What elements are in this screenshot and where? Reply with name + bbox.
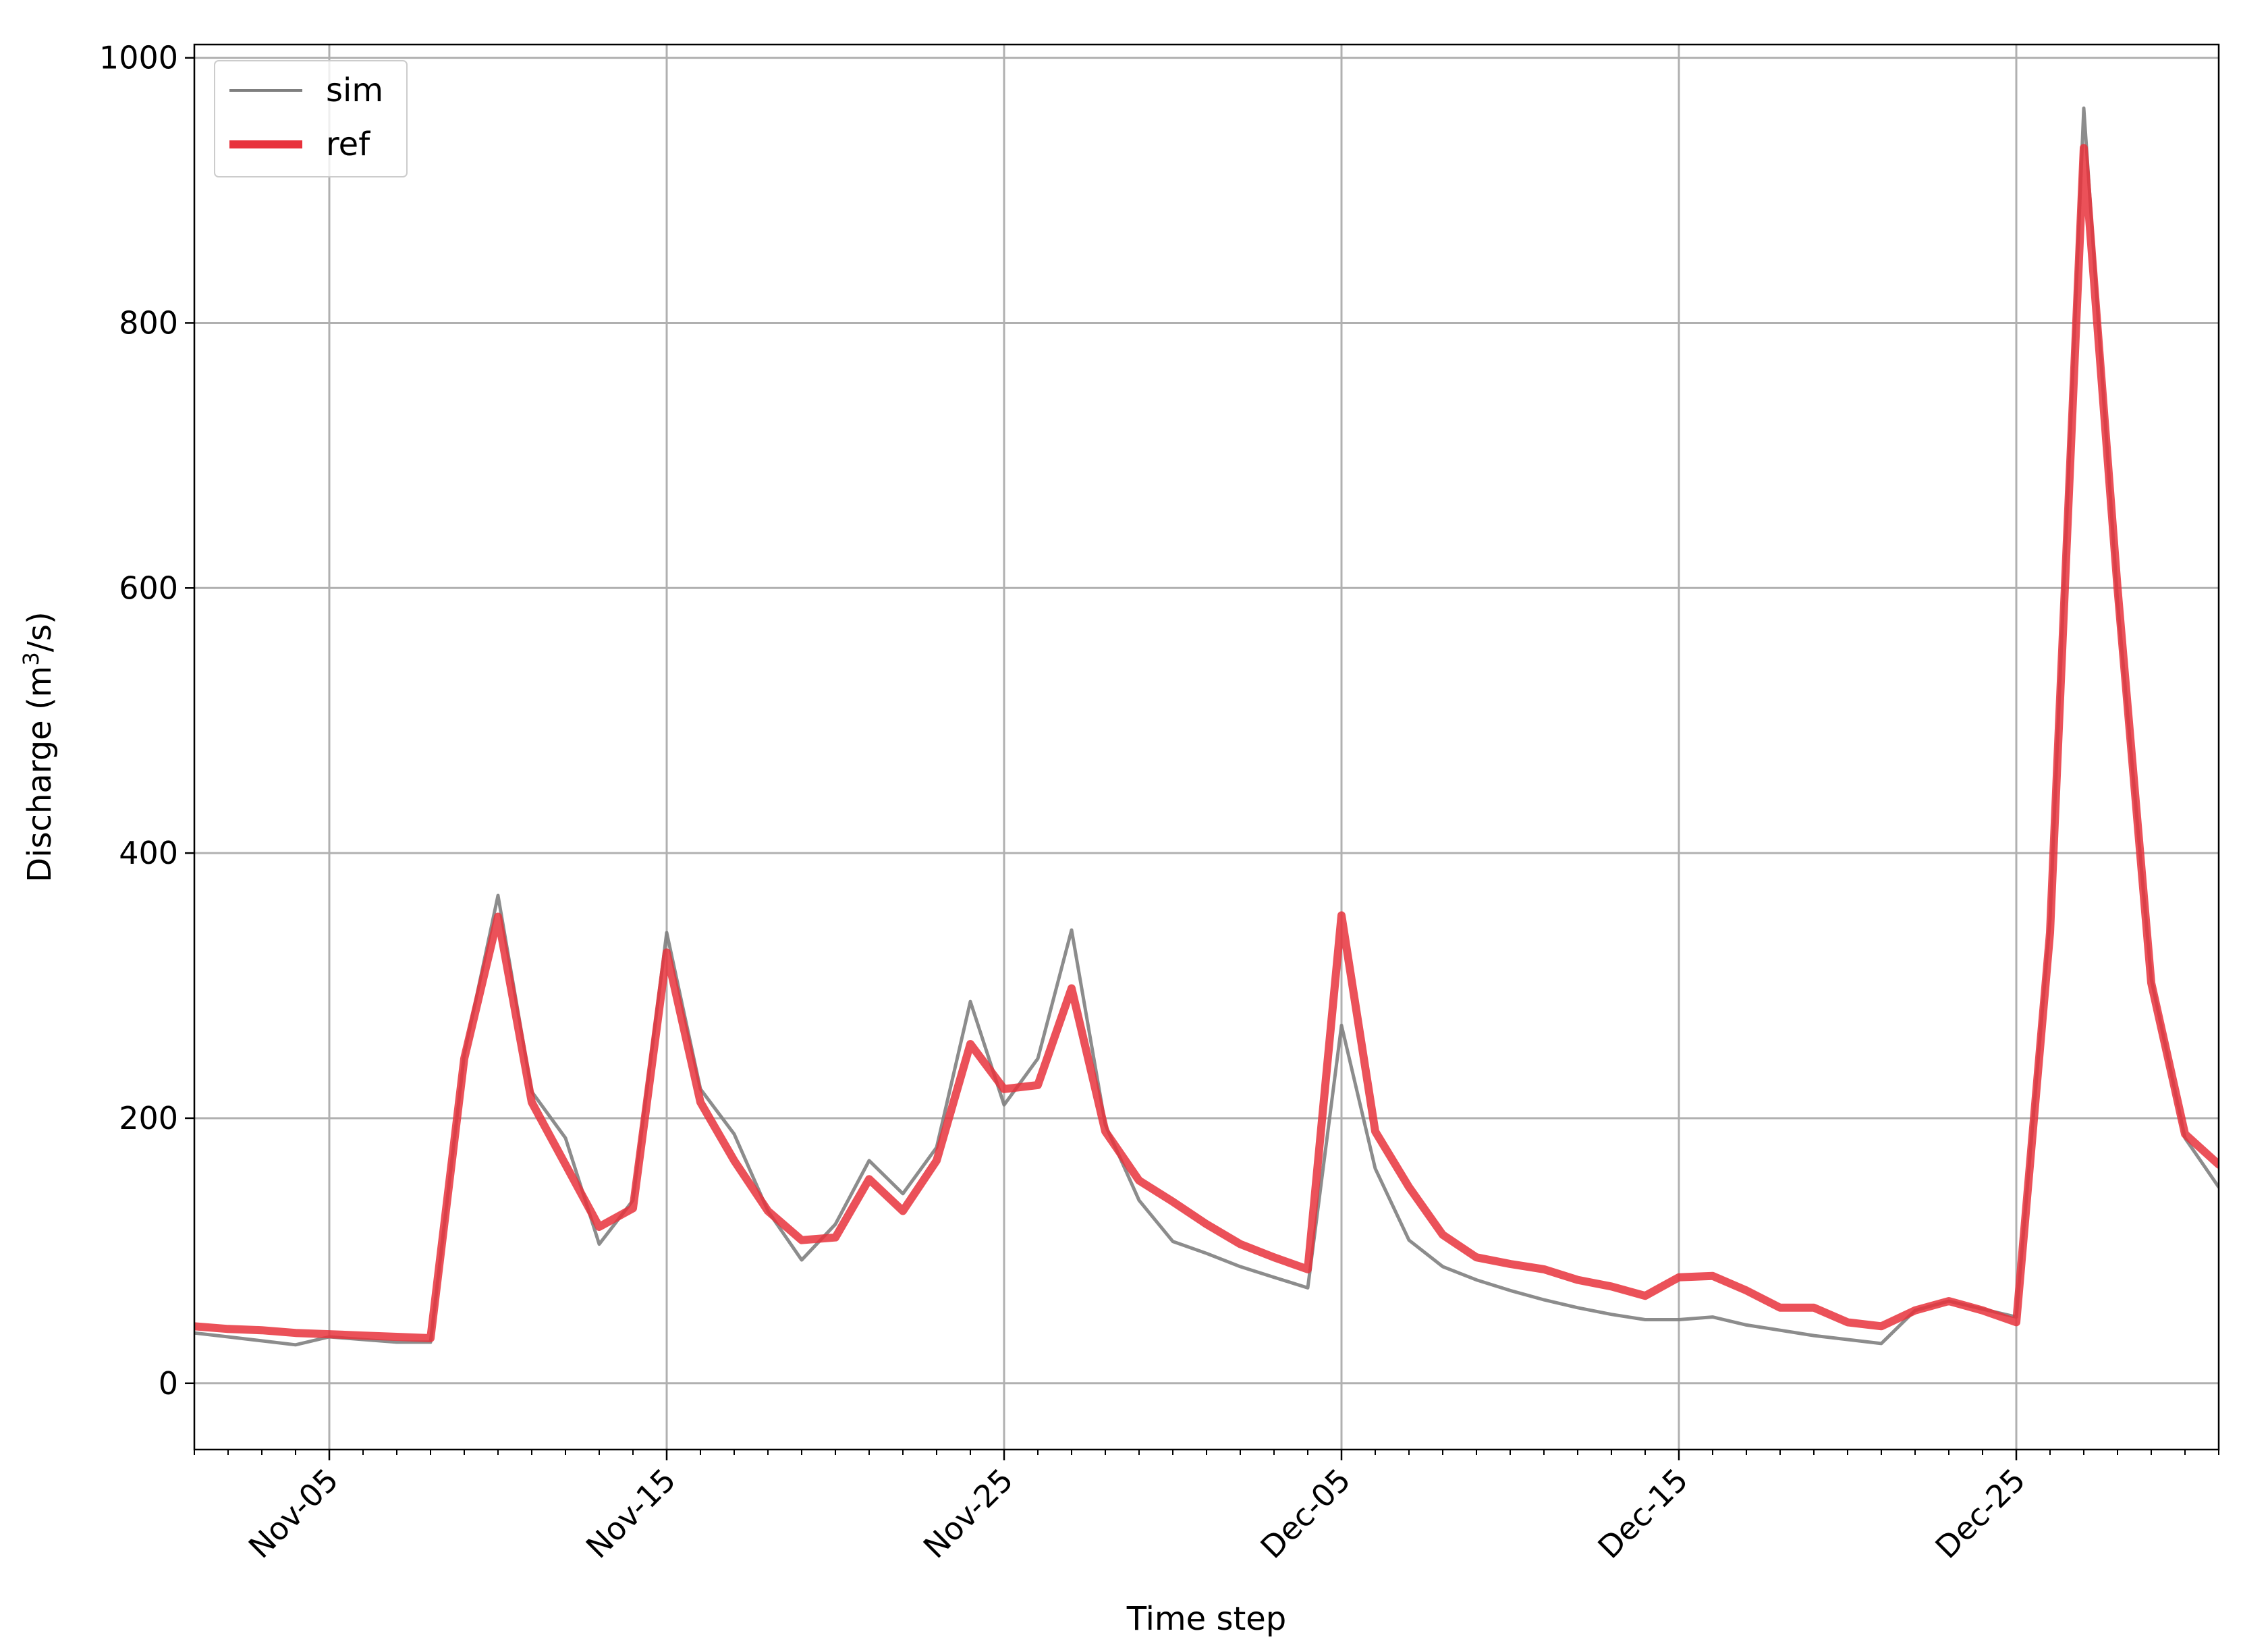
y-tick-label: 200 bbox=[119, 1100, 178, 1136]
legend: sim ref bbox=[214, 60, 408, 177]
legend-label-sim: sim bbox=[326, 72, 383, 109]
grid bbox=[194, 45, 2219, 1450]
y-axis-label: Discharge (m3/s) bbox=[18, 611, 59, 882]
legend-label-ref: ref bbox=[326, 126, 370, 163]
series-layer bbox=[194, 106, 2219, 1347]
y-tick-label: 0 bbox=[159, 1365, 178, 1402]
y-axis-label-main: Discharge (m bbox=[21, 666, 59, 883]
y-tick-label: 600 bbox=[119, 570, 178, 606]
y-tick-label: 800 bbox=[119, 304, 178, 341]
y-axis: 0 200 400 600 800 1000 bbox=[99, 40, 194, 1402]
series-line-ref bbox=[194, 144, 2219, 1342]
x-axis-label: Time step bbox=[1126, 1600, 1287, 1638]
y-axis-label-superscript: 3 bbox=[18, 652, 44, 665]
y-tick-label: 400 bbox=[119, 835, 178, 871]
y-tick-label: 1000 bbox=[99, 40, 178, 76]
y-axis-label-end: /s) bbox=[21, 611, 59, 652]
